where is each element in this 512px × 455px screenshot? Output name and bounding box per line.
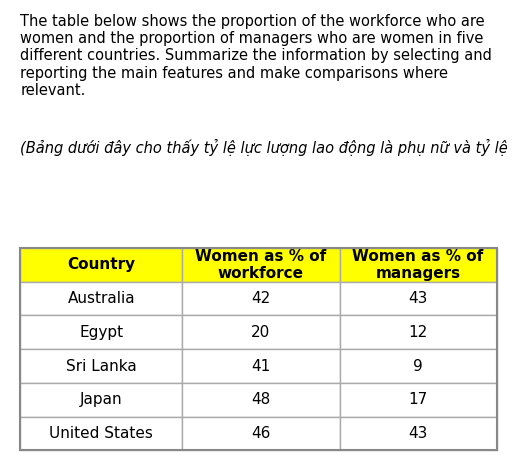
- Text: 20: 20: [251, 325, 270, 340]
- Text: 48: 48: [251, 392, 270, 407]
- Text: 41: 41: [251, 359, 270, 374]
- Text: Japan: Japan: [80, 392, 123, 407]
- Text: 12: 12: [409, 325, 428, 340]
- Text: 42: 42: [251, 291, 270, 306]
- Text: Women as % of
workforce: Women as % of workforce: [195, 248, 327, 281]
- Text: 43: 43: [409, 291, 428, 306]
- Text: (Bảng dưới đây cho thấy tỷ lệ lực lượng lao động là phụ nữ và tỷ lệ các quản lý : (Bảng dưới đây cho thấy tỷ lệ lực lượng …: [20, 139, 512, 156]
- Text: United States: United States: [50, 426, 154, 441]
- Text: 46: 46: [251, 426, 271, 441]
- Text: Australia: Australia: [68, 291, 135, 306]
- Text: Egypt: Egypt: [79, 325, 123, 340]
- Text: 43: 43: [409, 426, 428, 441]
- Text: Women as % of
managers: Women as % of managers: [352, 248, 484, 281]
- Text: The table below shows the proportion of the workforce who are women and the prop: The table below shows the proportion of …: [20, 14, 493, 98]
- Text: Country: Country: [68, 258, 136, 273]
- Text: 17: 17: [409, 392, 428, 407]
- Text: Sri Lanka: Sri Lanka: [66, 359, 137, 374]
- Text: 9: 9: [413, 359, 423, 374]
